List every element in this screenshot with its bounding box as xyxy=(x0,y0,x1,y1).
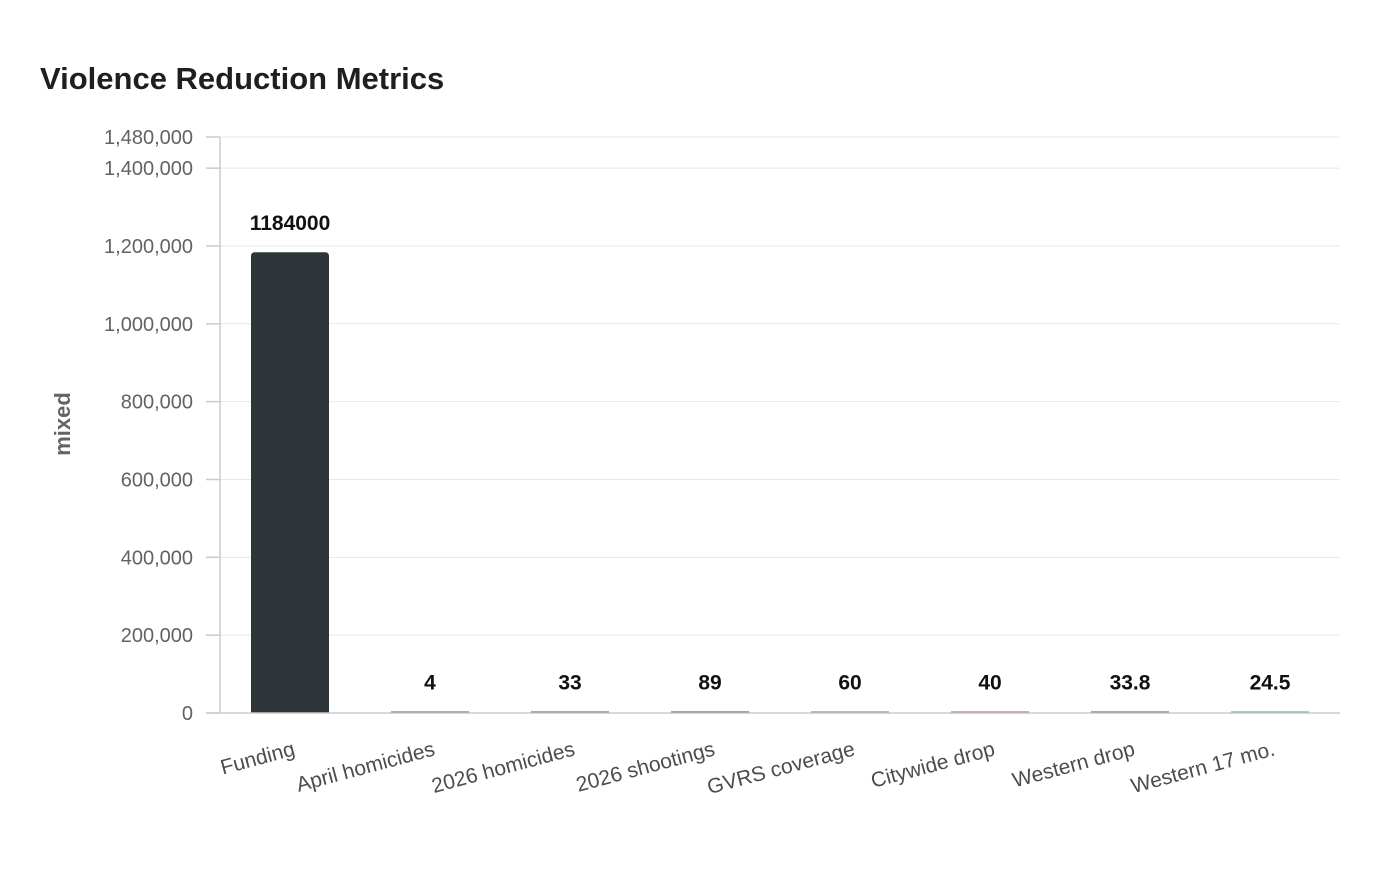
value-labels: 1184000 4 33 89 60 40 33.8 24.5 xyxy=(250,212,1291,694)
x-tick-label: Western 17 mo. xyxy=(1129,738,1278,798)
y-tick-label: 600,000 xyxy=(121,469,193,491)
x-tick-label: April homicides xyxy=(294,738,437,797)
bar xyxy=(251,252,329,713)
y-tick-label: 400,000 xyxy=(121,547,193,569)
bar-value-label: 33 xyxy=(558,672,581,695)
bar-value-label: 24.5 xyxy=(1250,672,1291,695)
y-tick-label: 800,000 xyxy=(121,392,193,414)
x-tick-label: 2026 homicides xyxy=(429,738,577,798)
y-tick-label: 1,480,000 xyxy=(104,127,193,149)
bar-value-label: 33.8 xyxy=(1110,672,1151,695)
bar-value-label: 1184000 xyxy=(250,212,331,235)
x-tick-label: 2026 shootings xyxy=(574,738,718,797)
bars xyxy=(251,252,1309,713)
bar-value-label: 60 xyxy=(838,672,861,695)
y-axis-ticks: 0 200,000 400,000 600,000 800,000 1,000,000 1,… xyxy=(104,127,220,725)
bar-value-label: 89 xyxy=(698,672,721,695)
x-tick-label: GVRS coverage xyxy=(705,738,858,799)
bar-value-label: 4 xyxy=(424,672,436,695)
y-tick-label: 200,000 xyxy=(121,625,193,647)
y-tick-label: 0 xyxy=(182,703,193,725)
x-tick-label: Funding xyxy=(218,738,297,780)
x-tick-label: Western drop xyxy=(1010,738,1137,793)
y-tick-label: 1,000,000 xyxy=(104,314,193,336)
grid-lines xyxy=(220,136,1340,636)
y-tick-label: 1,200,000 xyxy=(104,236,193,258)
bar-value-label: 40 xyxy=(978,672,1001,695)
y-tick-label: 1,400,000 xyxy=(104,158,193,180)
x-tick-label: Citywide drop xyxy=(868,738,997,793)
chart-title: Violence Reduction Metrics xyxy=(40,61,445,96)
y-axis-title: mixed xyxy=(50,392,75,456)
